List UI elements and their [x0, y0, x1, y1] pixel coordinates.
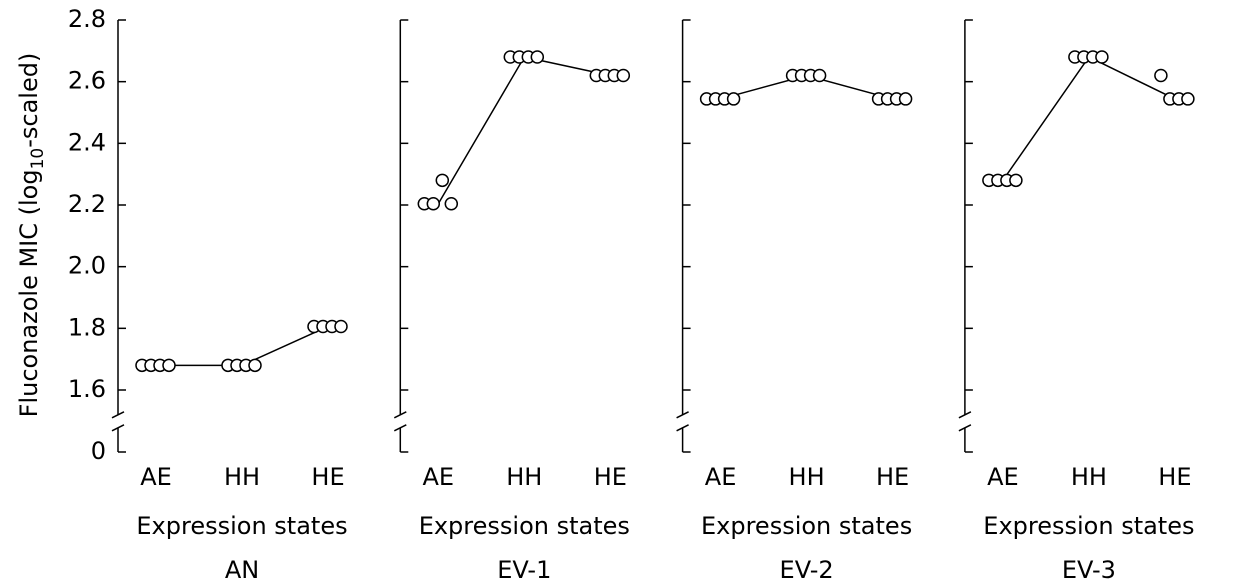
y-label-main: Fluconazole MIC (log: [15, 169, 43, 417]
y-tick-label: 0: [91, 437, 106, 465]
point: [1181, 92, 1195, 106]
y-axis-label: Fluconazole MIC (log10-scaled): [15, 53, 48, 418]
y-tick-label: 1.8: [68, 313, 106, 341]
x-tick-label: HE: [311, 463, 344, 491]
axis-break: [676, 411, 689, 419]
y-tick-label: 2.2: [68, 190, 106, 218]
x-tick-label: HE: [1158, 463, 1191, 491]
point: [898, 92, 913, 106]
x-tick-label: AE: [705, 463, 737, 491]
point: [248, 358, 262, 373]
point: [726, 92, 741, 106]
x-tick-label: HH: [224, 463, 260, 491]
panel-title: EV-1: [497, 556, 551, 584]
y-tick-label: 2.8: [68, 5, 106, 33]
x-tick-label: HH: [506, 463, 542, 491]
x-axis-label: Expression states: [983, 512, 1194, 540]
point: [435, 173, 450, 188]
x-axis-label: Expression states: [701, 512, 912, 540]
x-tick-label: HE: [876, 463, 909, 491]
y-tick-label: 2.0: [68, 252, 106, 280]
y-tick-label: 2.6: [68, 67, 106, 95]
point: [162, 358, 176, 373]
x-tick-label: HH: [789, 463, 825, 491]
x-tick-label: AE: [987, 463, 1019, 491]
panel-title: AN: [225, 556, 259, 584]
y-label-sub: 10: [28, 148, 48, 170]
point: [444, 197, 459, 211]
point: [334, 319, 348, 334]
y-tick-label: 2.4: [68, 128, 106, 156]
y-tick-label: 1.6: [68, 375, 106, 403]
point: [1154, 68, 1168, 83]
x-tick-label: HH: [1071, 463, 1107, 491]
panel-title: EV-3: [1062, 556, 1116, 584]
point: [1009, 173, 1023, 188]
axis-break: [676, 424, 689, 432]
axis-break: [111, 411, 125, 419]
point: [812, 68, 827, 83]
point: [530, 50, 545, 64]
axis-break: [958, 424, 972, 432]
x-axis-label: Expression states: [419, 512, 630, 540]
point: [426, 197, 441, 211]
axis-break: [393, 411, 407, 419]
line: [156, 325, 329, 367]
axis-break: [111, 424, 125, 432]
x-tick-label: AE: [423, 463, 455, 491]
point: [616, 68, 631, 83]
line: [1002, 56, 1176, 181]
point: [1095, 50, 1109, 64]
line: [437, 56, 611, 205]
y-label-end: -scaled): [15, 53, 43, 148]
axis-break: [958, 411, 972, 419]
x-tick-label: HE: [594, 463, 627, 491]
panel-title: EV-2: [780, 556, 834, 584]
x-tick-label: AE: [140, 463, 172, 491]
x-axis-label: Expression states: [136, 512, 347, 540]
axis-break: [393, 424, 407, 432]
